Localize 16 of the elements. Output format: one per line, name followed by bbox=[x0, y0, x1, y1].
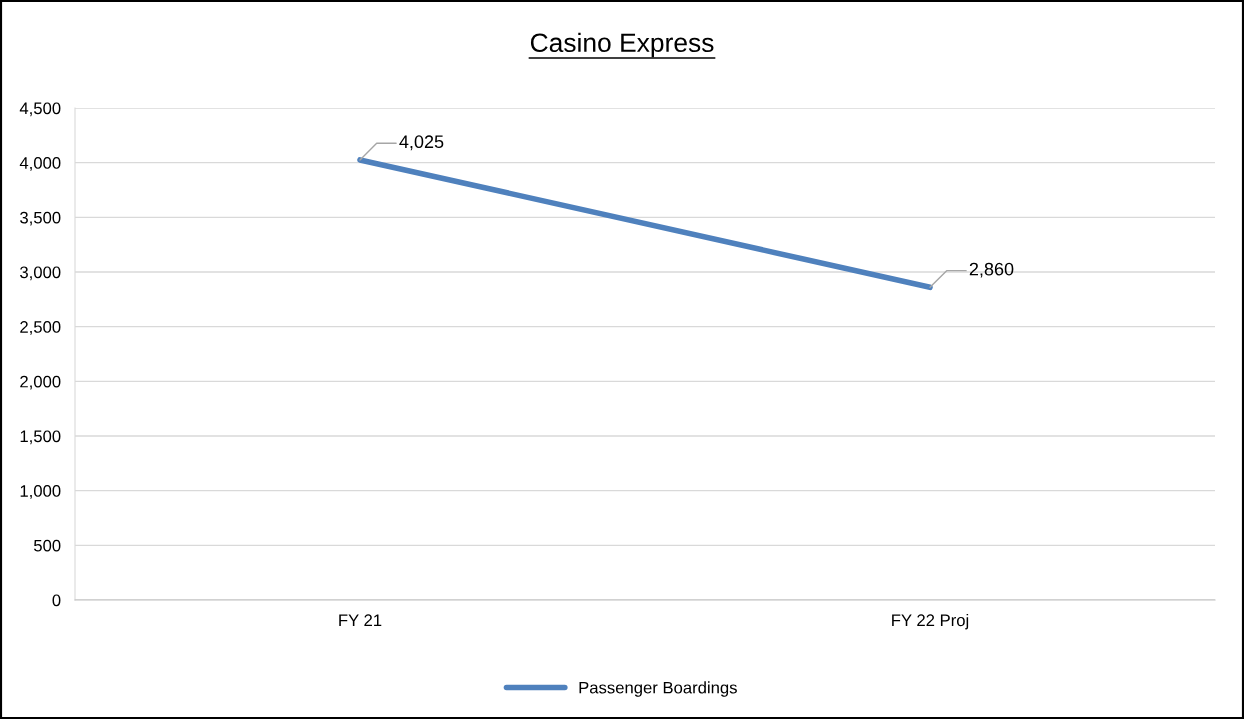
data-label: 2,860 bbox=[969, 262, 1014, 278]
y-tick-label: 3,000 bbox=[20, 266, 61, 281]
x-tick-label: FY 22 Proj bbox=[892, 613, 969, 630]
y-tick-label: 500 bbox=[33, 539, 61, 552]
y-tick-label: 1,500 bbox=[20, 430, 61, 445]
y-tick-label: 3,500 bbox=[20, 211, 61, 226]
y-tick-label: 0 bbox=[52, 594, 61, 607]
x-tick-label: FY 21 bbox=[339, 614, 382, 626]
y-tick-label: 4,000 bbox=[19, 157, 61, 171]
y-tick-label: 2,000 bbox=[20, 375, 61, 390]
chart-title: Casino Express bbox=[530, 32, 714, 58]
data-label: 4,025 bbox=[399, 135, 444, 151]
y-tick-label: 1,000 bbox=[20, 485, 61, 499]
y-tick-label: 4,500 bbox=[19, 102, 61, 117]
legend-label: Passenger Boardings bbox=[579, 681, 737, 697]
y-tick-label: 2,500 bbox=[20, 321, 61, 335]
